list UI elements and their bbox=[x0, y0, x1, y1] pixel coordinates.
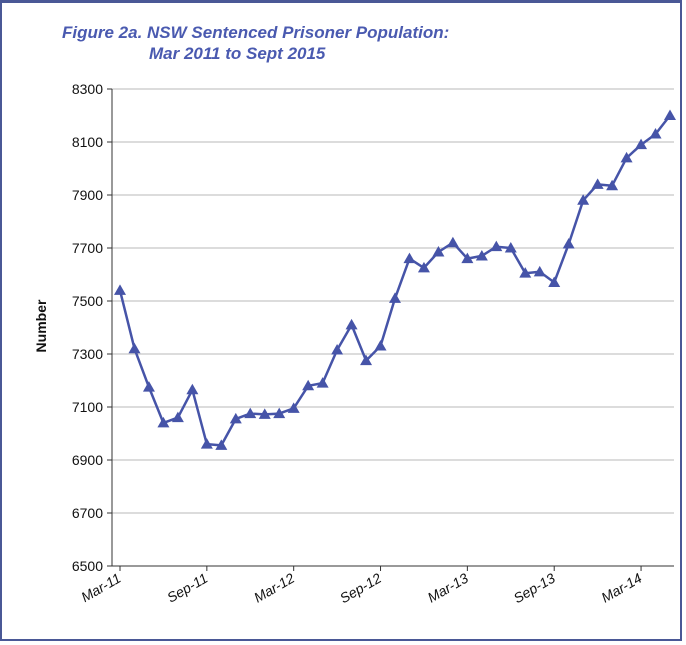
data-point bbox=[215, 439, 228, 450]
y-tick-label: 6700 bbox=[72, 505, 103, 521]
y-tick-label: 6500 bbox=[72, 558, 103, 574]
data-point bbox=[331, 344, 344, 355]
data-point bbox=[664, 109, 676, 120]
data-point bbox=[114, 284, 126, 295]
data-point bbox=[548, 276, 561, 287]
chart-title-line2: Mar 2011 to Sept 2015 bbox=[149, 44, 326, 63]
data-point bbox=[244, 407, 257, 419]
x-tick-label: Mar-11 bbox=[78, 570, 123, 605]
data-point bbox=[302, 379, 315, 391]
x-tick-label: Mar-14 bbox=[598, 570, 644, 606]
data-point bbox=[374, 340, 387, 351]
data-point bbox=[461, 252, 474, 264]
data-point bbox=[200, 438, 213, 449]
data-point bbox=[229, 412, 242, 424]
data-point bbox=[171, 411, 184, 423]
data-point bbox=[446, 236, 459, 248]
data-point bbox=[287, 402, 300, 413]
series-line bbox=[118, 114, 671, 447]
y-tick-label: 7300 bbox=[72, 346, 103, 362]
data-point bbox=[128, 342, 141, 354]
series-line bbox=[118, 114, 671, 447]
data-point bbox=[273, 407, 286, 419]
chart-title-line1: Figure 2a. NSW Sentenced Prisoner Popula… bbox=[62, 23, 450, 42]
data-point bbox=[432, 245, 445, 257]
data-point bbox=[649, 128, 662, 139]
data-point bbox=[417, 261, 430, 273]
y-tick-label: 7100 bbox=[72, 399, 103, 415]
axes bbox=[107, 88, 674, 571]
x-tick-label: Sep-11 bbox=[164, 570, 210, 606]
x-tick-label: Sep-12 bbox=[337, 570, 384, 607]
data-point bbox=[606, 179, 619, 191]
data-point bbox=[504, 242, 517, 253]
y-tick-labels: 6500 6700 6900 7100 7300 7500 7700 7900 8100 8300 bbox=[72, 81, 103, 574]
x-tick-labels: Mar-11 Sep-11 Mar-12 Sep-12 Mar-13 Sep-13 Mar-… bbox=[78, 570, 686, 607]
data-point bbox=[591, 178, 604, 189]
data-point bbox=[403, 252, 416, 264]
y-tick-label: 6900 bbox=[72, 452, 103, 468]
y-axis-label: Number bbox=[33, 299, 49, 352]
y-tick-label: 7700 bbox=[72, 240, 103, 256]
y-tick-label: 7500 bbox=[72, 293, 103, 309]
x-tick-label: Mar-12 bbox=[251, 570, 297, 606]
data-point bbox=[533, 265, 546, 277]
data-point bbox=[577, 194, 590, 205]
data-point bbox=[345, 318, 358, 330]
data-point bbox=[519, 267, 532, 278]
data-point bbox=[360, 354, 373, 366]
data-point bbox=[316, 377, 329, 388]
data-point bbox=[157, 416, 170, 428]
y-tick-label: 7900 bbox=[72, 187, 103, 203]
data-point bbox=[389, 292, 401, 303]
data-point bbox=[490, 240, 503, 252]
gridlines bbox=[112, 88, 674, 514]
y-tick-label: 8100 bbox=[72, 134, 103, 150]
data-point bbox=[635, 138, 648, 150]
series-markers bbox=[114, 109, 676, 450]
data-point bbox=[562, 238, 575, 249]
data-point bbox=[142, 381, 155, 392]
data-point bbox=[186, 383, 199, 395]
x-tick-label: Mar-13 bbox=[425, 570, 471, 606]
data-point bbox=[258, 408, 271, 419]
chart-title: Figure 2a. NSW Sentenced Prisoner Popula… bbox=[62, 22, 622, 64]
y-tick-label: 8300 bbox=[72, 81, 103, 97]
data-point bbox=[475, 249, 488, 261]
x-tick-label: Sep-13 bbox=[511, 570, 558, 607]
data-point bbox=[620, 151, 633, 163]
